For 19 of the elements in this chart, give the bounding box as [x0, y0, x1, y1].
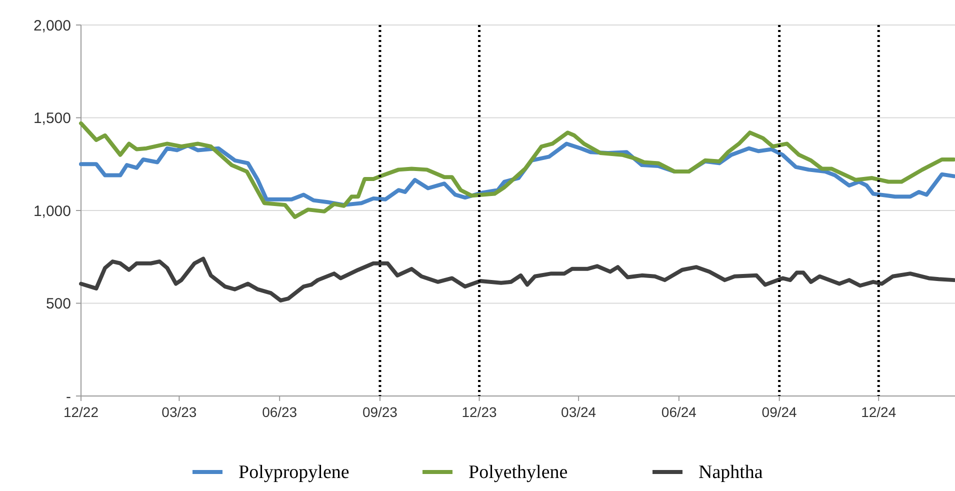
x-tick-label: 09/24: [762, 404, 798, 420]
y-tick-label: 2,000: [33, 17, 71, 34]
legend-label: Naphtha: [698, 462, 764, 483]
y-tick-label: -: [66, 388, 71, 406]
legend-label: Polyethylene: [468, 462, 568, 483]
x-tick-label: 06/23: [262, 404, 298, 420]
x-tick-label: 03/24: [561, 404, 596, 420]
x-tick-label: 06/24: [661, 404, 697, 420]
x-tick-label: 03/23: [162, 404, 197, 420]
line-series: [79, 256, 955, 302]
y-tick-label: 1,500: [33, 110, 71, 127]
x-tick-label: 12/24: [861, 404, 896, 420]
y-tick-label: 1,000: [33, 202, 71, 220]
y-tick-label: 500: [46, 296, 71, 312]
x-tick-label: 12/23: [462, 404, 497, 420]
legend-label: Polypropylene: [238, 462, 350, 483]
line-series: [79, 121, 955, 219]
x-tick-label: 09/23: [362, 404, 398, 420]
x-tick-label: 12/22: [63, 404, 99, 420]
